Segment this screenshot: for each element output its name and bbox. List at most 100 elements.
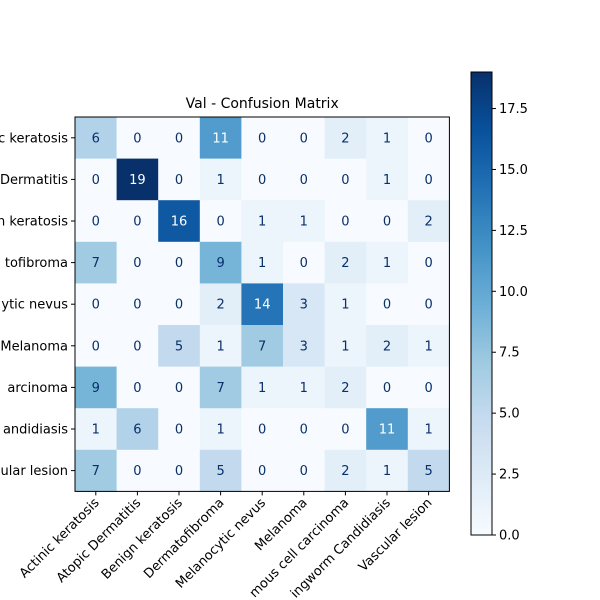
heatmap-cell xyxy=(75,241,118,284)
cell-value-label: 5 xyxy=(216,464,224,479)
cell-value-label: 0 xyxy=(300,464,308,479)
cell-value-label: 1 xyxy=(300,215,308,230)
heatmap-cell xyxy=(116,241,159,284)
cell-value-label: 1 xyxy=(258,215,266,230)
heatmap-cell xyxy=(283,200,326,243)
heatmap-cell xyxy=(407,158,450,201)
cell-value-label: 0 xyxy=(175,464,183,479)
cell-value-label: 0 xyxy=(258,464,266,479)
heatmap-cell xyxy=(407,408,450,451)
heatmap-cell xyxy=(283,408,326,451)
cell-value-label: 0 xyxy=(92,339,100,354)
heatmap-cell xyxy=(407,117,450,160)
heatmap-cell xyxy=(283,283,326,326)
cell-value-label: 0 xyxy=(341,173,349,188)
cell-value-label: 0 xyxy=(300,423,308,438)
cell-value-label: 1 xyxy=(216,173,224,188)
colorbar-ticks: 0.0 2.5 5.0 7.5 10.0 12.5 15.0 17.5 xyxy=(492,102,528,544)
cell-value-label: 7 xyxy=(258,339,266,354)
heatmap-cell xyxy=(366,325,409,368)
cell-value-label: 0 xyxy=(92,298,100,313)
heatmap-cell xyxy=(158,200,201,243)
heatmap-cell xyxy=(283,449,326,492)
heatmap-cell xyxy=(75,158,118,201)
y-tick-label: n keratosis xyxy=(0,215,68,230)
cell-value-label: 0 xyxy=(383,381,391,396)
cell-value-label: 1 xyxy=(424,423,432,438)
heatmap-cells xyxy=(75,117,450,492)
cell-value-label: 6 xyxy=(133,423,141,438)
heatmap-cell xyxy=(324,366,367,409)
cell-value-label: 1 xyxy=(424,339,432,354)
heatmap-cell xyxy=(324,200,367,243)
cell-value-label: 2 xyxy=(424,215,432,230)
cell-value-label: 0 xyxy=(341,215,349,230)
cell-value-label: 0 xyxy=(424,381,432,396)
y-tick-label: Dermatitis xyxy=(0,173,68,188)
heatmap-cell xyxy=(324,325,367,368)
heatmap-cell xyxy=(241,366,284,409)
heatmap-cell xyxy=(324,449,367,492)
heatmap-cell xyxy=(407,449,450,492)
heatmap-cell xyxy=(199,408,242,451)
cell-value-label: 3 xyxy=(300,298,308,313)
heatmap-cell xyxy=(199,117,242,160)
heatmap-cell xyxy=(241,283,284,326)
heatmap-cell xyxy=(158,241,201,284)
cell-value-label: 5 xyxy=(424,464,432,479)
heatmap-cell xyxy=(241,449,284,492)
heatmap-cell xyxy=(199,200,242,243)
cell-value-label: 9 xyxy=(216,256,224,271)
heatmap-cell xyxy=(199,449,242,492)
cell-value-label: 0 xyxy=(258,173,266,188)
cell-value-label: 14 xyxy=(254,298,271,313)
cell-value-label: 0 xyxy=(424,173,432,188)
cell-value-label: 2 xyxy=(341,381,349,396)
cell-value-label: 0 xyxy=(175,131,183,146)
heatmap-cell xyxy=(366,449,409,492)
heatmap-cell xyxy=(158,117,201,160)
heatmap-cell xyxy=(407,283,450,326)
heatmap-cell xyxy=(241,241,284,284)
cell-value-label: 1 xyxy=(383,131,391,146)
cell-value-label: 0 xyxy=(383,215,391,230)
heatmap-cell xyxy=(75,408,118,451)
cell-value-label: 5 xyxy=(175,339,183,354)
cell-value-label: 0 xyxy=(424,131,432,146)
y-tick-label: ular lesion xyxy=(1,464,68,479)
heatmap-cell xyxy=(116,325,159,368)
cell-value-label: 0 xyxy=(300,131,308,146)
cell-value-label: 6 xyxy=(92,131,100,146)
colorbar-tick-label: 15.0 xyxy=(499,163,528,178)
cell-value-label: 1 xyxy=(383,173,391,188)
cell-value-label: 7 xyxy=(216,381,224,396)
colorbar-tick-label: 2.5 xyxy=(499,468,520,483)
heatmap-cell xyxy=(366,241,409,284)
cell-value-label: 0 xyxy=(175,256,183,271)
cell-value-label: 2 xyxy=(341,131,349,146)
heatmap-cell xyxy=(407,241,450,284)
heatmap-cell xyxy=(366,408,409,451)
cell-value-label: 1 xyxy=(92,423,100,438)
colorbar-tick-label: 0.0 xyxy=(499,529,520,544)
heatmap-cell xyxy=(158,449,201,492)
heatmap-cell xyxy=(75,449,118,492)
cell-value-label: 1 xyxy=(300,381,308,396)
heatmap-cell xyxy=(199,325,242,368)
cell-value-label: 0 xyxy=(92,173,100,188)
heatmap-cell xyxy=(158,408,201,451)
cell-value-label: 1 xyxy=(216,423,224,438)
heatmap-cell xyxy=(75,325,118,368)
heatmap-cell xyxy=(199,241,242,284)
cell-value-label: 1 xyxy=(216,339,224,354)
cell-value-label: 3 xyxy=(300,339,308,354)
y-tick-label: andidiasis xyxy=(3,423,68,438)
cell-value-label: 2 xyxy=(341,464,349,479)
x-tick-label: Vascular lesion xyxy=(356,496,435,575)
heatmap-cell xyxy=(158,158,201,201)
heatmap-cell xyxy=(283,241,326,284)
heatmap-cell xyxy=(366,117,409,160)
heatmap-cell xyxy=(116,449,159,492)
heatmap-cell xyxy=(241,158,284,201)
